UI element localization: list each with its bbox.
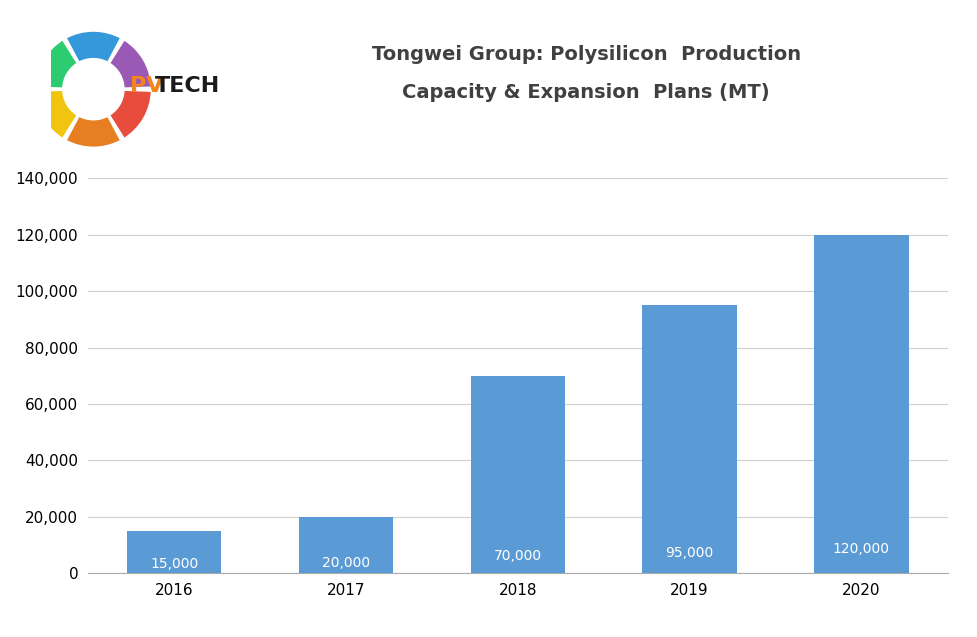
Text: TECH: TECH — [154, 76, 220, 96]
Text: Tongwei Group: Polysilicon  Production: Tongwei Group: Polysilicon Production — [371, 45, 801, 64]
Wedge shape — [35, 40, 77, 88]
Text: 15,000: 15,000 — [150, 557, 198, 571]
Bar — [814, 235, 909, 573]
Bar — [471, 376, 565, 573]
Text: 120,000: 120,000 — [832, 542, 890, 556]
Text: 95,000: 95,000 — [665, 546, 714, 560]
Text: PV: PV — [130, 76, 163, 96]
Wedge shape — [66, 116, 120, 147]
Wedge shape — [66, 31, 120, 62]
Text: 20,000: 20,000 — [322, 557, 370, 571]
Text: Capacity & Expansion  Plans (MT): Capacity & Expansion Plans (MT) — [403, 83, 770, 102]
Wedge shape — [109, 40, 151, 88]
Bar — [642, 305, 737, 573]
Text: 70,000: 70,000 — [493, 550, 542, 563]
Bar — [127, 531, 222, 573]
Wedge shape — [109, 90, 151, 138]
Wedge shape — [35, 90, 77, 138]
Bar — [299, 517, 394, 573]
